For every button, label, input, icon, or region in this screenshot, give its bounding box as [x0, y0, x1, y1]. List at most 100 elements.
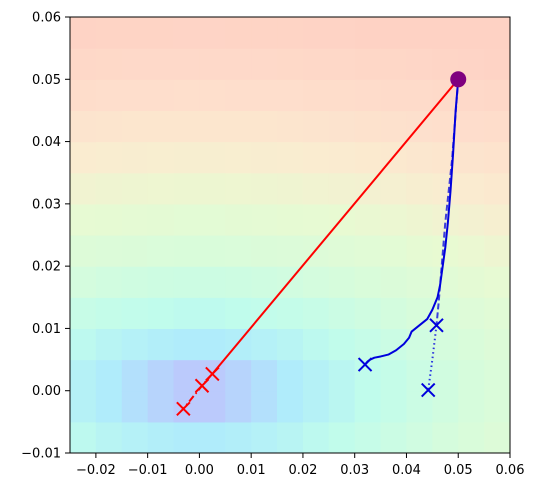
- x-tick-label: 0.02: [288, 463, 317, 478]
- contour-cell: [147, 390, 175, 423]
- contour-cell: [95, 48, 123, 80]
- contour-cell: [302, 172, 330, 205]
- contour-cell: [173, 110, 201, 143]
- contour-cell: [302, 79, 330, 112]
- contour-cell: [432, 172, 459, 205]
- contour-cell: [432, 266, 459, 298]
- contour-cell: [432, 359, 459, 392]
- contour-cell: [251, 48, 278, 80]
- contour-cell: [277, 297, 304, 330]
- contour-cell: [121, 390, 149, 423]
- contour-cell: [380, 48, 408, 80]
- contour-cell: [354, 297, 382, 330]
- contour-cell: [380, 203, 408, 236]
- contour-cell: [380, 172, 408, 205]
- contour-cell: [406, 390, 433, 423]
- y-axis: −0.01 0.00 0.01 0.02 0.03 0.04 0.05 0.06: [21, 11, 70, 462]
- contour-cell: [95, 235, 123, 267]
- x-tick-label: 0.00: [185, 463, 214, 478]
- contour-cell: [251, 359, 278, 392]
- contour-cell: [199, 390, 226, 423]
- contour-cell: [251, 110, 278, 143]
- contour-cell: [458, 235, 485, 267]
- contour-cell: [199, 48, 226, 80]
- x-marker-blue: [357, 357, 373, 372]
- contour-cell: [147, 297, 175, 330]
- contour-cell: [121, 421, 149, 453]
- contour-cell: [70, 266, 97, 298]
- contour-cell: [70, 141, 97, 174]
- contour-cell: [225, 390, 252, 423]
- contour-cell: [121, 297, 149, 330]
- contour-cell: [147, 79, 175, 112]
- contour-cell: [147, 110, 175, 143]
- contour-cell: [225, 110, 252, 143]
- contour-cell: [199, 141, 226, 174]
- contour-cell: [484, 110, 510, 143]
- x-tick-label: 0.03: [340, 463, 369, 478]
- contour-cell: [406, 235, 433, 267]
- x-tick-label: −0.02: [76, 463, 116, 478]
- contour-cell: [302, 141, 330, 174]
- contour-cell: [70, 328, 97, 361]
- contour-cell: [147, 172, 175, 205]
- contour-cell: [225, 203, 252, 236]
- contour-cell: [277, 79, 304, 112]
- contour-cell: [95, 203, 123, 236]
- contour-cell: [121, 17, 149, 49]
- contour-cell: [70, 48, 97, 80]
- contour-cell: [354, 390, 382, 423]
- y-tick-label: −0.01: [21, 447, 61, 462]
- contour-cell: [70, 79, 97, 112]
- contour-cell: [147, 328, 175, 361]
- contour-cell: [458, 110, 485, 143]
- x-tick-label: 0.06: [496, 463, 525, 478]
- y-tick-label: 0.02: [32, 260, 61, 275]
- contour-cell: [121, 328, 149, 361]
- contour-cell: [354, 110, 382, 143]
- contour-cell: [302, 266, 330, 298]
- contour-cell: [95, 297, 123, 330]
- contour-cell: [70, 297, 97, 330]
- contour-cell: [328, 235, 356, 267]
- contour-cell: [173, 79, 201, 112]
- contour-cell: [302, 110, 330, 143]
- contour-cell: [225, 141, 252, 174]
- contour-cell: [432, 17, 459, 49]
- contour-cell: [199, 110, 226, 143]
- contour-cell: [70, 235, 97, 267]
- contour-cell: [328, 17, 356, 49]
- contour-cell: [251, 390, 278, 423]
- contour-cell: [225, 421, 252, 453]
- contour-cell: [458, 328, 485, 361]
- contour-cell: [199, 266, 226, 298]
- contour-cell: [70, 359, 97, 392]
- contour-cell: [277, 141, 304, 174]
- series-line-blue-dotted: [427, 325, 438, 391]
- contour-cell: [121, 48, 149, 80]
- contour-cell: [225, 79, 252, 112]
- x-tick-label: −0.01: [128, 463, 168, 478]
- contour-cell: [458, 421, 485, 453]
- contour-cell: [328, 266, 356, 298]
- contour-cell: [458, 297, 485, 330]
- contour-cell: [95, 328, 123, 361]
- contour-cell: [328, 141, 356, 174]
- contour-cell: [70, 203, 97, 236]
- contour-cell: [380, 79, 408, 112]
- contour-cell: [199, 79, 226, 112]
- contour-cell: [95, 110, 123, 143]
- marker-group: [176, 71, 467, 416]
- contour-cell: [484, 266, 510, 298]
- contour-cell: [121, 141, 149, 174]
- contour-cell: [251, 235, 278, 267]
- contour-cell: [225, 48, 252, 80]
- contour-cell: [354, 328, 382, 361]
- contour-cell: [199, 297, 226, 330]
- contour-cell: [484, 421, 510, 453]
- contour-cell: [328, 359, 356, 392]
- contour-cell: [225, 359, 252, 392]
- contour-cell: [328, 172, 356, 205]
- contour-cell: [277, 421, 304, 453]
